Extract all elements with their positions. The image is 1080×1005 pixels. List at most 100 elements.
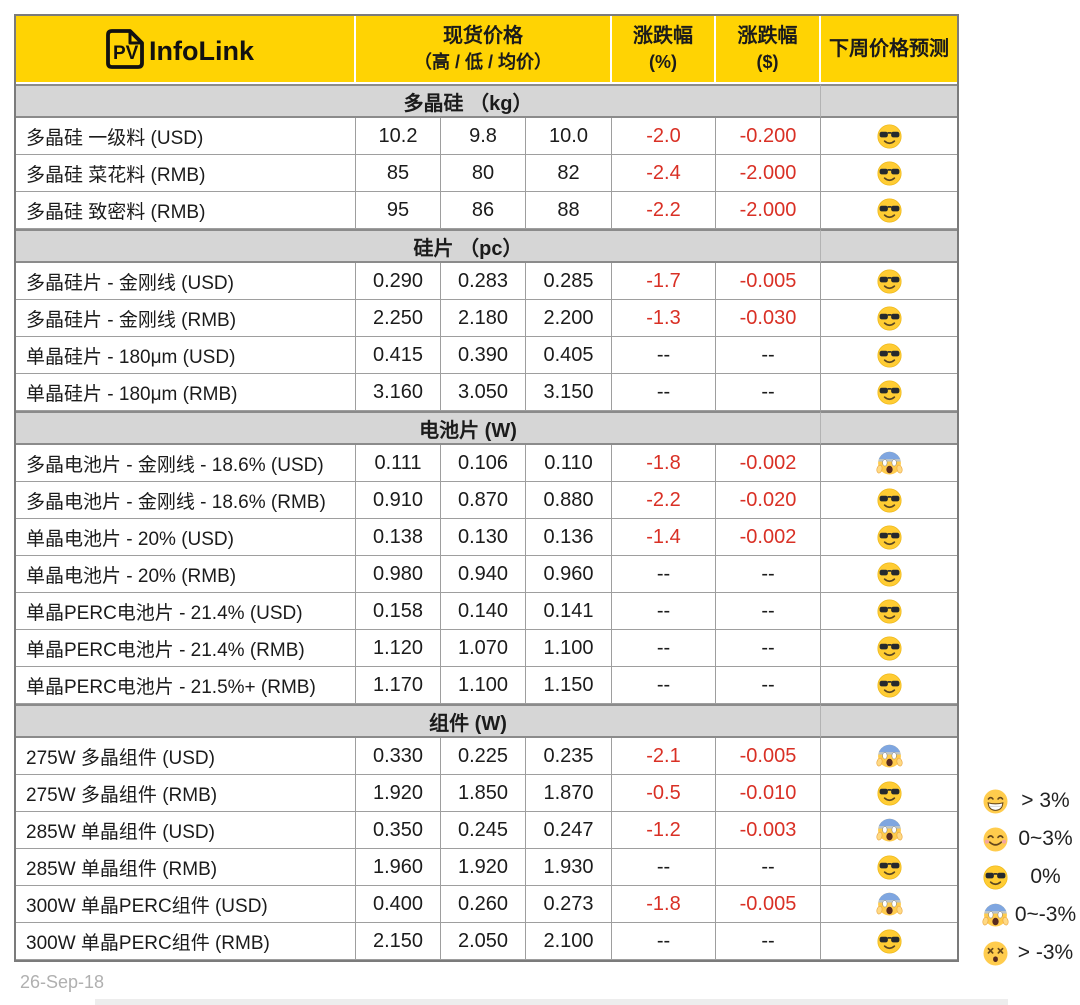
section-spacer [821,84,957,118]
price-avg: 2.100 [526,923,612,960]
change-pct: -0.5 [612,775,716,812]
legend-label: > 3% [1021,789,1070,812]
change-usd: -0.005 [716,886,821,923]
price-avg: 2.200 [526,300,612,337]
price-low: 1.070 [441,630,526,667]
product-name: 多晶硅 菜花料 (RMB) [16,155,356,192]
change-pct: -2.2 [612,192,716,229]
table-row: 单晶PERC电池片 - 21.5%+ (RMB) 1.170 1.100 1.150-… [16,667,957,704]
section-row: 多晶硅 （kg） [16,84,957,118]
sunglasses-emoji-icon [876,561,903,588]
product-name: 单晶PERC电池片 - 21.4% (USD) [16,593,356,630]
change-pct: -1.4 [612,519,716,556]
change-usd: -2.000 [716,155,821,192]
change-pct: -- [612,630,716,667]
change-usd: -0.005 [716,263,821,300]
header-change-usd: 涨跌幅 ($) [716,16,821,84]
sunglasses-emoji-icon [982,864,1009,891]
price-low: 0.245 [441,812,526,849]
pv-infolink-logo: PV InfoLink [16,26,354,72]
sunglasses-emoji-icon [876,598,903,625]
change-usd: -0.005 [716,738,821,775]
price-high: 0.138 [356,519,441,556]
price-low: 2.180 [441,300,526,337]
product-name: 单晶电池片 - 20% (USD) [16,519,356,556]
table-row: 275W 多晶组件 (RMB) 1.920 1.850 1.870 -0.5 -0.010 [16,775,957,812]
table-row: 单晶硅片 - 180μm (USD) 0.415 0.390 0.405 -- -- [16,337,957,374]
change-pct: -- [612,374,716,411]
section-spacer [821,411,957,445]
scream-emoji-icon [876,891,903,918]
price-avg: 0.235 [526,738,612,775]
forecast-cell [821,849,957,886]
price-low: 80 [441,155,526,192]
forecast-cell [821,886,957,923]
price-high: 0.330 [356,738,441,775]
change-pct: -2.2 [612,482,716,519]
change-pct-label: 涨跌幅 [633,25,693,48]
forecast-legend: > 3% 0~3% 0% 0~-3% > -3% [982,787,1080,967]
smiling-emoji-icon [982,826,1009,853]
price-avg: 0.136 [526,519,612,556]
sunglasses-emoji-icon [876,305,903,332]
sunglasses-emoji-icon [876,197,903,224]
change-usd: -0.002 [716,519,821,556]
forecast-cell [821,519,957,556]
price-low: 1.100 [441,667,526,704]
product-name: 285W 单晶组件 (USD) [16,812,356,849]
price-low: 0.130 [441,519,526,556]
sunglasses-emoji-icon [876,160,903,187]
price-avg: 82 [526,155,612,192]
price-avg: 0.141 [526,593,612,630]
sunglasses-emoji-icon [876,672,903,699]
price-avg: 1.930 [526,849,612,886]
price-high: 0.158 [356,593,441,630]
product-name: 285W 单晶组件 (RMB) [16,849,356,886]
forecast-cell [821,374,957,411]
product-name: 单晶硅片 - 180μm (RMB) [16,374,356,411]
change-pct: -2.1 [612,738,716,775]
forecast-cell [821,812,957,849]
price-avg: 0.247 [526,812,612,849]
change-usd: -- [716,667,821,704]
section-title: 硅片 （pc） [16,229,821,263]
table-row: 300W 单晶PERC组件 (RMB) 2.150 2.050 2.100 -- -- [16,923,957,960]
price-high: 0.290 [356,263,441,300]
change-usd-unit: ($) [756,52,779,73]
price-low: 0.390 [441,337,526,374]
price-high: 3.160 [356,374,441,411]
logo-cell: PV InfoLink [16,16,356,84]
price-low: 86 [441,192,526,229]
price-avg: 3.150 [526,374,612,411]
section-row: 组件 (W) [16,704,957,738]
product-name: 多晶电池片 - 金刚线 - 18.6% (RMB) [16,482,356,519]
change-usd: -2.000 [716,192,821,229]
price-high: 0.415 [356,337,441,374]
product-name: 单晶PERC电池片 - 21.5%+ (RMB) [16,667,356,704]
header-change-pct: 涨跌幅 (%) [612,16,716,84]
table-row: 单晶硅片 - 180μm (RMB) 3.160 3.050 3.150 -- -- [16,374,957,411]
change-pct: -- [612,593,716,630]
change-pct: -1.8 [612,445,716,482]
legend-item: 0~3% [982,825,1080,853]
table-header-row: PV InfoLink 现货价格 （高 / 低 / 均价） 涨跌幅 (%) 涨跌… [16,16,957,84]
forecast-cell [821,192,957,229]
table-row: 多晶硅 一级料 (USD) 10.2 9.8 10.0 -2.0 -0.200 [16,118,957,155]
header-forecast: 下周价格预测 [821,16,957,84]
scream-emoji-icon [876,743,903,770]
sunglasses-emoji-icon [876,928,903,955]
table-row: 300W 单晶PERC组件 (USD) 0.400 0.260 0.273 -1.8 -0… [16,886,957,923]
change-usd: -0.003 [716,812,821,849]
forecast-cell [821,667,957,704]
legend-label: 0~3% [1018,827,1073,850]
price-avg: 10.0 [526,118,612,155]
table-row: 多晶硅 致密料 (RMB) 95 86 88 -2.2 -2.000 [16,192,957,229]
price-low: 9.8 [441,118,526,155]
price-avg: 0.110 [526,445,612,482]
price-avg: 88 [526,192,612,229]
section-row: 电池片 (W) [16,411,957,445]
forecast-cell [821,775,957,812]
dizzy-emoji-icon [982,940,1009,967]
product-name: 300W 单晶PERC组件 (RMB) [16,923,356,960]
change-pct: -1.2 [612,812,716,849]
